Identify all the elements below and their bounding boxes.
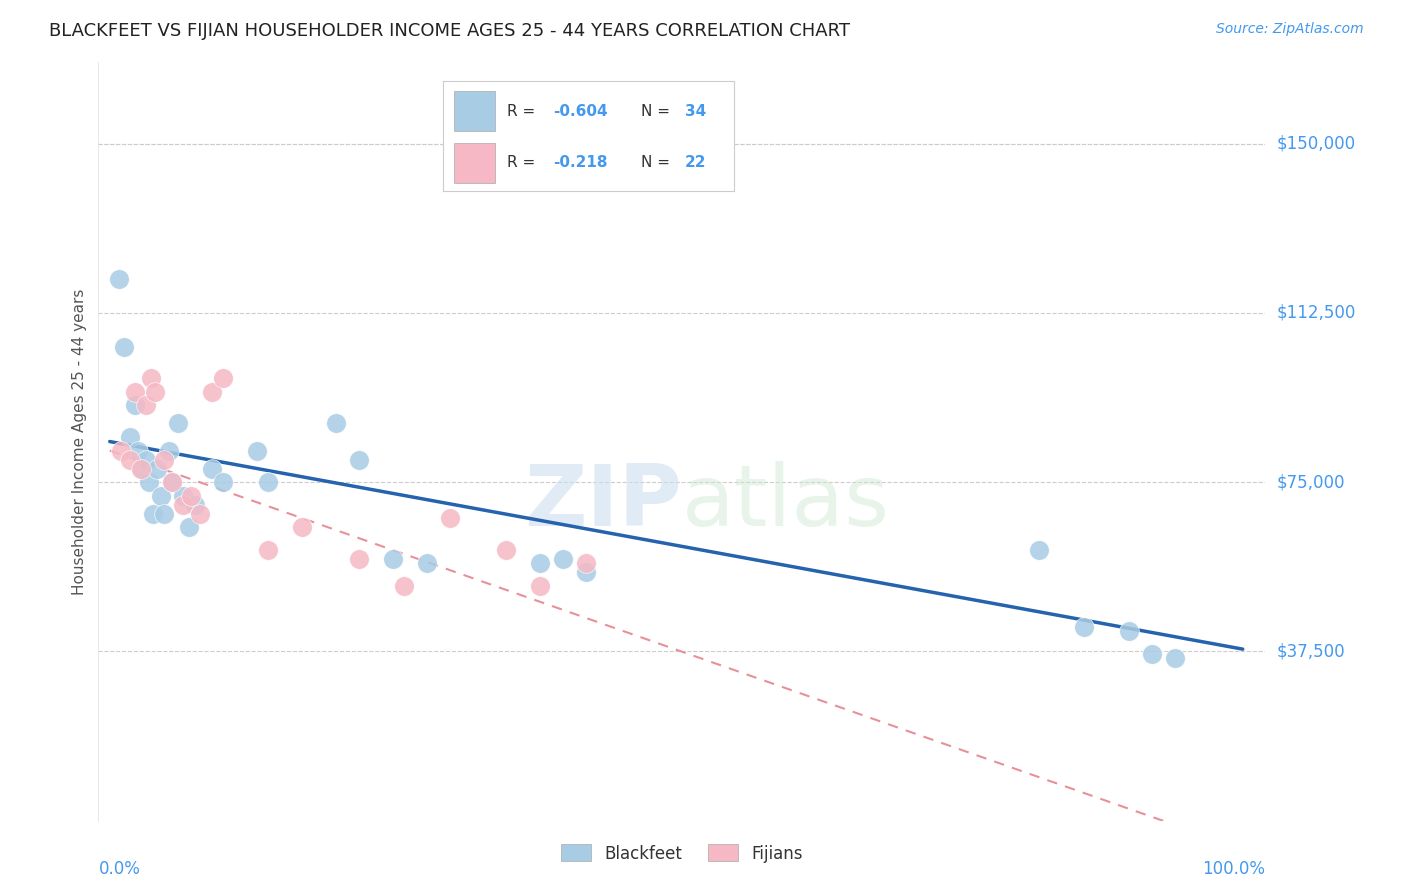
Point bbox=[135, 399, 157, 413]
Legend: Blackfeet, Fijians: Blackfeet, Fijians bbox=[555, 838, 808, 869]
Point bbox=[1028, 542, 1050, 557]
Point bbox=[183, 498, 205, 512]
Point bbox=[190, 507, 212, 521]
Text: atlas: atlas bbox=[682, 460, 890, 544]
Point bbox=[416, 557, 439, 571]
Point bbox=[180, 489, 202, 503]
Point bbox=[131, 461, 153, 475]
Point bbox=[246, 443, 269, 458]
Y-axis label: Householder Income Ages 25 - 44 years: Householder Income Ages 25 - 44 years bbox=[72, 288, 87, 595]
Text: $75,000: $75,000 bbox=[1277, 473, 1346, 491]
Point bbox=[142, 507, 165, 521]
Point bbox=[212, 475, 235, 490]
Point bbox=[529, 557, 551, 571]
Point bbox=[575, 557, 598, 571]
Point bbox=[120, 430, 142, 444]
Point bbox=[143, 384, 166, 399]
Point bbox=[127, 443, 149, 458]
Point bbox=[394, 579, 416, 593]
Point bbox=[1140, 647, 1163, 661]
Point bbox=[110, 443, 132, 458]
Point bbox=[177, 520, 200, 534]
Point bbox=[157, 443, 180, 458]
Point bbox=[124, 384, 146, 399]
Point bbox=[1164, 651, 1187, 665]
Point bbox=[108, 272, 131, 286]
Point bbox=[1118, 624, 1140, 639]
Point bbox=[124, 399, 146, 413]
Point bbox=[325, 417, 347, 431]
Point bbox=[153, 507, 176, 521]
Point bbox=[149, 489, 172, 503]
Text: 0.0%: 0.0% bbox=[98, 860, 141, 878]
Point bbox=[135, 452, 157, 467]
Point bbox=[166, 417, 188, 431]
Text: $37,500: $37,500 bbox=[1277, 642, 1346, 660]
Point bbox=[291, 520, 314, 534]
Point bbox=[160, 475, 183, 490]
Point bbox=[551, 552, 574, 566]
Point bbox=[172, 489, 194, 503]
Text: 100.0%: 100.0% bbox=[1202, 860, 1265, 878]
Point bbox=[153, 452, 176, 467]
Text: $112,500: $112,500 bbox=[1277, 304, 1355, 322]
Point bbox=[201, 384, 224, 399]
Point bbox=[114, 340, 136, 354]
Point bbox=[131, 461, 153, 475]
Point bbox=[201, 461, 224, 475]
Point bbox=[382, 552, 405, 566]
Point bbox=[347, 552, 370, 566]
Point bbox=[146, 461, 169, 475]
Point bbox=[529, 579, 551, 593]
Text: BLACKFEET VS FIJIAN HOUSEHOLDER INCOME AGES 25 - 44 YEARS CORRELATION CHART: BLACKFEET VS FIJIAN HOUSEHOLDER INCOME A… bbox=[49, 22, 851, 40]
Text: ZIP: ZIP bbox=[524, 460, 682, 544]
Point bbox=[495, 542, 517, 557]
Point bbox=[139, 371, 162, 385]
Point bbox=[1073, 619, 1095, 633]
Point bbox=[172, 498, 194, 512]
Point bbox=[347, 452, 370, 467]
Point bbox=[212, 371, 235, 385]
Point bbox=[575, 566, 598, 580]
Point bbox=[160, 475, 183, 490]
Point bbox=[439, 511, 461, 525]
Point bbox=[257, 542, 280, 557]
Text: $150,000: $150,000 bbox=[1277, 135, 1355, 153]
Point bbox=[120, 452, 142, 467]
Point bbox=[257, 475, 280, 490]
Text: Source: ZipAtlas.com: Source: ZipAtlas.com bbox=[1216, 22, 1364, 37]
Point bbox=[138, 475, 160, 490]
